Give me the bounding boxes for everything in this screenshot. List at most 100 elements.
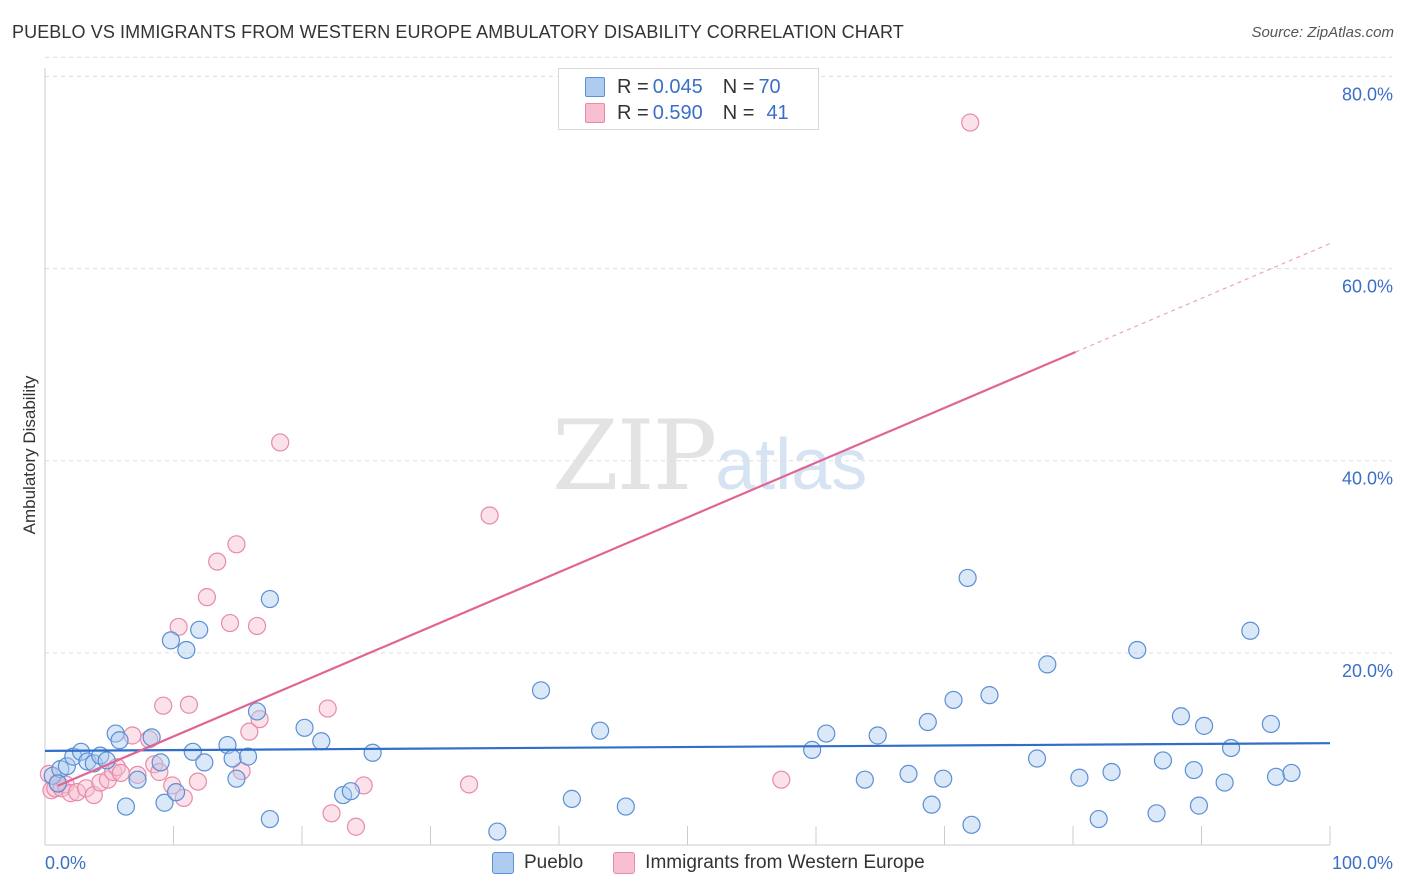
data-point-western-europe bbox=[154, 696, 173, 715]
legend-n-value: 70 bbox=[758, 75, 781, 98]
series-pueblo-points bbox=[43, 568, 1301, 841]
trend-line-western-europe bbox=[57, 351, 1077, 787]
data-point-pueblo bbox=[1038, 655, 1057, 674]
data-point-western-europe bbox=[961, 113, 980, 132]
data-point-pueblo bbox=[1194, 716, 1214, 735]
source-label: Source: ZipAtlas.com bbox=[1251, 24, 1394, 41]
series-legend: Pueblo Immigrants from Western Europe bbox=[492, 852, 955, 874]
data-point-pueblo bbox=[922, 795, 941, 814]
legend-swatch-western-europe bbox=[613, 852, 636, 874]
data-point-pueblo bbox=[962, 815, 981, 834]
data-point-western-europe bbox=[480, 506, 499, 525]
legend-label-pueblo: Pueblo bbox=[524, 852, 584, 873]
data-point-pueblo bbox=[1261, 714, 1280, 734]
data-point-pueblo bbox=[363, 743, 382, 762]
y-tick-label: 40.0% bbox=[1342, 469, 1393, 489]
data-point-pueblo bbox=[817, 724, 836, 743]
data-point-western-europe bbox=[128, 765, 147, 784]
data-point-pueblo bbox=[488, 822, 507, 841]
data-point-pueblo bbox=[1266, 767, 1286, 786]
legend-n-label: N = bbox=[722, 101, 755, 124]
data-point-pueblo bbox=[958, 568, 977, 588]
correlation-legend: R = 0.045 N = 70 R = 0.590 N = 41 bbox=[558, 68, 819, 130]
data-point-western-europe bbox=[169, 617, 188, 637]
trend-lines bbox=[44, 243, 1331, 787]
y-axis-title: Ambulatory Disability bbox=[20, 375, 39, 534]
legend-row-western-europe: R = 0.590 N = 41 bbox=[585, 100, 789, 126]
data-point-pueblo bbox=[247, 702, 267, 721]
data-point-western-europe bbox=[208, 552, 227, 571]
legend-row-pueblo: R = 0.045 N = 70 bbox=[585, 74, 781, 100]
data-point-pueblo bbox=[934, 769, 953, 788]
trend-line-pueblo bbox=[44, 742, 1331, 752]
data-point-western-europe bbox=[240, 722, 259, 741]
y-tick-label: 20.0% bbox=[1342, 661, 1393, 681]
data-point-pueblo bbox=[227, 769, 246, 788]
data-point-pueblo bbox=[531, 681, 551, 700]
data-point-pueblo bbox=[260, 589, 279, 609]
data-point-western-europe bbox=[197, 588, 217, 607]
legend-swatch-western-europe bbox=[585, 103, 605, 123]
data-point-western-europe bbox=[188, 772, 208, 791]
data-point-pueblo bbox=[57, 757, 76, 776]
data-point-pueblo bbox=[1215, 773, 1234, 792]
legend-r-value: 0.590 bbox=[652, 101, 703, 124]
watermark-zip: ZIP bbox=[552, 400, 717, 512]
x-tick-label: 100.0% bbox=[1332, 853, 1393, 873]
grid-lines bbox=[45, 56, 1392, 654]
data-point-pueblo bbox=[591, 721, 610, 740]
data-point-western-europe bbox=[459, 775, 479, 794]
legend-swatch-pueblo bbox=[585, 77, 605, 97]
watermark-atlas: atlas bbox=[715, 425, 868, 505]
data-point-pueblo bbox=[166, 783, 186, 802]
data-point-pueblo bbox=[341, 782, 360, 801]
data-point-pueblo bbox=[1147, 804, 1166, 823]
legend-r-value: 0.045 bbox=[652, 75, 703, 98]
legend-item-pueblo: Pueblo bbox=[492, 852, 583, 874]
data-point-pueblo bbox=[223, 749, 242, 768]
data-point-pueblo bbox=[1221, 738, 1241, 758]
data-point-pueblo bbox=[195, 753, 214, 772]
series-western-europe-points bbox=[39, 113, 980, 836]
data-point-western-europe bbox=[772, 770, 791, 789]
data-point-pueblo bbox=[899, 764, 918, 784]
x-tick-label: 0.0% bbox=[45, 853, 86, 873]
data-point-pueblo bbox=[48, 774, 67, 793]
data-point-pueblo bbox=[116, 797, 136, 816]
data-point-western-europe bbox=[271, 433, 290, 452]
trend-line-western-europe-extension bbox=[1075, 243, 1331, 353]
data-point-pueblo bbox=[1070, 768, 1089, 787]
data-point-western-europe bbox=[150, 762, 169, 782]
data-point-pueblo bbox=[312, 732, 331, 751]
data-point-pueblo bbox=[1282, 763, 1301, 783]
data-point-pueblo bbox=[868, 726, 887, 745]
axes bbox=[44, 68, 1331, 846]
legend-r-label: R = bbox=[617, 101, 649, 124]
data-point-pueblo bbox=[151, 753, 170, 772]
data-point-pueblo bbox=[803, 740, 822, 759]
chart-title: PUEBLO VS IMMIGRANTS FROM WESTERN EUROPE… bbox=[12, 22, 904, 42]
data-point-pueblo bbox=[161, 631, 181, 650]
data-point-pueblo bbox=[155, 793, 174, 812]
legend-n-value: 41 bbox=[766, 101, 789, 124]
data-point-pueblo bbox=[1128, 640, 1147, 660]
legend-swatch-pueblo bbox=[492, 852, 514, 874]
data-point-pueblo bbox=[1153, 751, 1173, 770]
data-point-pueblo bbox=[110, 731, 129, 750]
data-point-pueblo bbox=[616, 797, 635, 816]
data-point-pueblo bbox=[1171, 707, 1191, 726]
data-point-pueblo bbox=[295, 718, 314, 737]
data-point-pueblo bbox=[855, 770, 874, 789]
data-point-pueblo bbox=[1189, 796, 1209, 815]
data-point-western-europe bbox=[346, 817, 366, 836]
legend-item-western-europe: Immigrants from Western Europe bbox=[613, 852, 925, 874]
tick-labels: 20.0% 40.0% 60.0% 80.0% 0.0% 100.0% Ambulatory… bbox=[20, 84, 1393, 873]
data-point-pueblo bbox=[1184, 760, 1203, 780]
data-point-pueblo bbox=[177, 640, 196, 660]
data-point-western-europe bbox=[247, 616, 267, 636]
data-point-pueblo bbox=[1089, 809, 1108, 829]
data-point-pueblo bbox=[944, 690, 963, 710]
data-point-western-europe bbox=[322, 804, 341, 823]
y-tick-label: 60.0% bbox=[1342, 277, 1393, 297]
